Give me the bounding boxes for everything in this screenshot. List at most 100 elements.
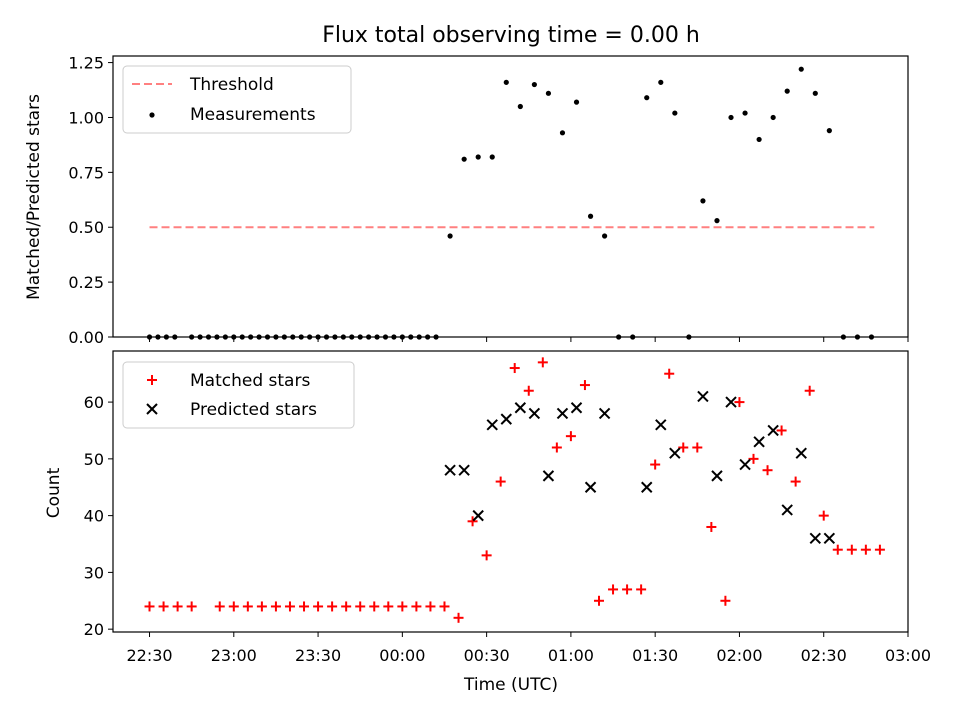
x-stroke-2 [570,402,583,414]
x-stroke-2 [795,447,807,459]
measurement-point [433,334,439,340]
x-stroke-2 [809,532,822,545]
measurement-point [425,334,431,340]
measurement-point [714,218,720,224]
measurement-point [264,334,271,340]
matched-star-point [284,601,295,612]
measurement-point [840,334,846,340]
y-tick-label: 50 [84,450,104,469]
predicted-star-point [486,419,498,431]
x-stroke-2 [767,424,779,437]
measurement-point [616,334,622,340]
predicted-star-point [767,424,779,437]
predicted-star-point [781,504,793,516]
x-tick-label: 00:00 [379,646,425,665]
measurement-point [399,334,405,340]
matched-star-point [144,601,155,612]
matched-star-point [383,601,394,612]
measurement-point [728,114,734,121]
matched-star-point [186,601,197,612]
measurement-point [197,334,203,340]
measurement-point [307,334,313,340]
y-tick-label: 0.00 [68,328,104,347]
matched-star-point [355,601,366,612]
matched-star-point [214,601,225,612]
matched-star-point [313,601,324,612]
measurement-point [408,334,414,340]
matched-star-point [256,601,267,612]
measurement-point [489,154,495,160]
legend-box [122,361,355,429]
measurement-point [189,334,195,340]
predicted-star-point [458,464,470,476]
matched-star-point [481,550,492,561]
x-tick-label: 02:30 [801,646,847,665]
predicted-star-point [669,447,681,459]
matched-star-point [664,368,675,379]
measurement-point [323,334,330,340]
measurement-point [559,130,566,136]
matched-star-point [369,601,380,612]
matched-star-point [692,442,703,453]
measurement-point [461,156,467,162]
matched-star-point [874,544,885,555]
measurement-point [573,99,580,105]
matched-star-point [467,516,478,527]
predicted-star-point [556,407,569,420]
measurement-point [475,154,481,160]
y-tick-label: 30 [84,563,104,582]
x-stroke-2 [739,458,751,471]
y-tick-label: 60 [84,393,104,412]
measurement-point [672,110,678,116]
matched-star-point [608,584,619,595]
y-tick-label: 1.25 [68,54,104,73]
x-tick-label: 01:30 [632,646,678,665]
measurement-point [332,334,338,340]
y-tick-label: 0.50 [68,218,104,237]
x-tick-label: 01:00 [548,646,594,665]
matched-star-point [776,425,787,436]
measurement-point [290,334,296,340]
y-tick-label: 1.00 [68,108,104,127]
predicted-star-point [753,436,765,448]
measurement-point [798,66,804,72]
matched-star-point [397,601,408,612]
predicted-star-point [444,464,456,476]
measurement-point [163,334,169,340]
matched-star-point [172,601,183,612]
predicted-star-point [655,419,667,431]
measurement-point [868,334,875,340]
measurement-point [416,334,422,340]
x-stroke-2 [584,481,597,493]
matched-star-point [509,363,520,374]
x-stroke-2 [725,396,737,408]
matched-star-point [565,431,576,442]
predicted-star-point [542,470,555,482]
y-tick-label: 0.75 [68,163,104,182]
matched-star-point [706,521,717,532]
matched-star-point [425,601,436,612]
legend-measurements-swatch [149,112,155,118]
measurement-point [587,213,594,219]
matched-star-point [762,465,773,476]
x-stroke-2 [781,504,793,516]
matched-star-point [551,442,562,453]
legend-box [122,65,352,134]
matched-star-point [242,601,253,612]
predicted-star-point [570,402,583,414]
x-stroke-2 [444,464,456,476]
measurement-point [447,233,453,239]
measurement-point [644,95,650,101]
measurement-point [298,334,304,340]
measurement-point [826,128,832,134]
x-stroke-2 [514,402,527,414]
x-tick-label: 22:30 [126,646,172,665]
legend-measurements-label: Measurements [190,105,316,125]
legend-predicted-swatch [146,403,158,415]
matched-star-point [495,476,506,487]
measurement-point [756,136,762,143]
measurement-point [214,334,220,340]
predicted-star-point [795,447,807,459]
predicted-star-point [528,407,541,420]
legend-predicted-label: Predicted stars [190,400,317,420]
